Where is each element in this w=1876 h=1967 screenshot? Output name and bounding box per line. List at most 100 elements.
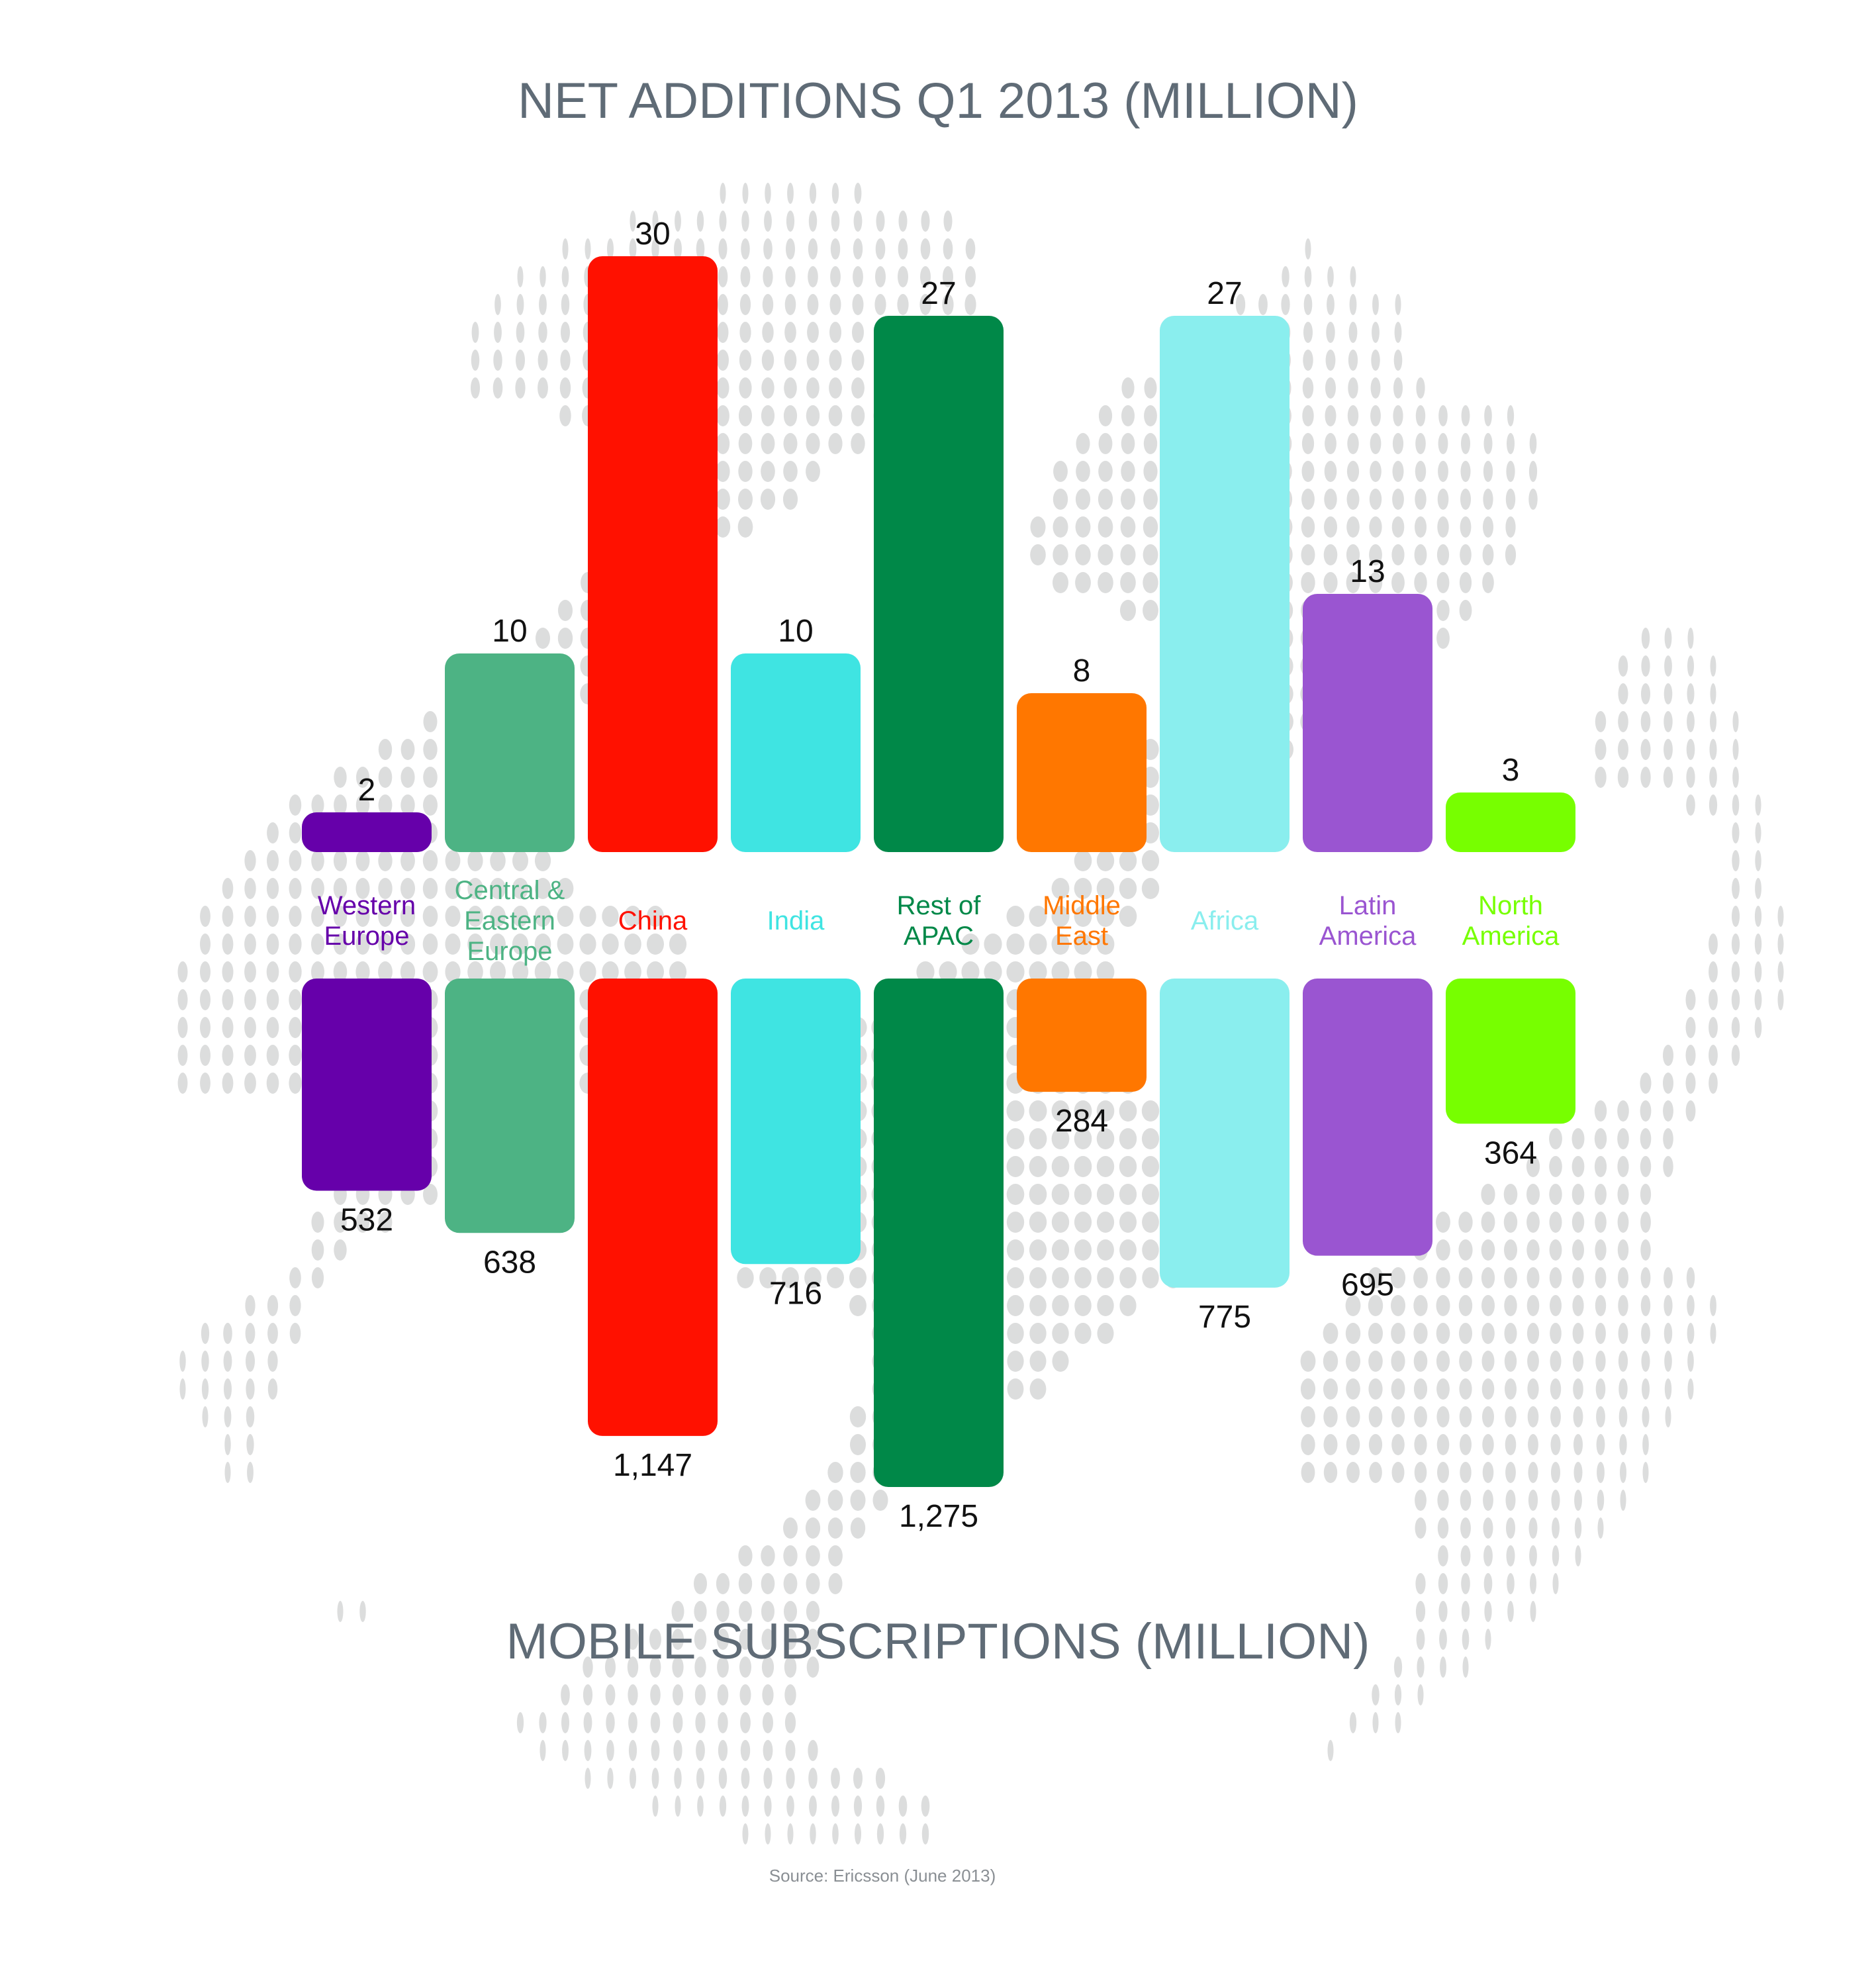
- globe-dot: [739, 1684, 751, 1705]
- globe-dot: [539, 294, 547, 315]
- globe-dot: [1323, 1378, 1338, 1400]
- globe-dot: [355, 934, 370, 955]
- globe-dot: [1074, 1295, 1092, 1316]
- subscriptions-bar: [302, 979, 432, 1191]
- globe-dot: [762, 1684, 774, 1705]
- globe-dot: [1617, 1156, 1629, 1177]
- globe-dot: [1732, 739, 1739, 760]
- globe-dot: [1370, 461, 1382, 482]
- globe-dot: [1325, 405, 1337, 426]
- globe-dot: [1007, 1351, 1024, 1372]
- globe-dot: [1281, 294, 1290, 315]
- globe-dot: [266, 989, 279, 1010]
- globe-dot: [1075, 516, 1091, 538]
- net-additions-bar: [588, 256, 718, 852]
- globe-dot: [1526, 1156, 1540, 1177]
- globe-dot: [422, 961, 438, 983]
- globe-dot: [1303, 294, 1313, 315]
- globe-dot: [1664, 655, 1672, 677]
- globe-dot: [201, 1323, 210, 1344]
- globe-dot: [806, 1545, 820, 1566]
- globe-dot: [334, 794, 347, 816]
- globe-dot: [1462, 1656, 1469, 1678]
- globe-dot: [1051, 961, 1070, 983]
- globe-dot: [1121, 461, 1135, 482]
- globe-dot: [1438, 433, 1448, 454]
- globe-dot: [853, 238, 863, 260]
- globe-dot: [1370, 377, 1381, 399]
- globe-dot: [1571, 1184, 1585, 1205]
- globe-dot: [1074, 934, 1092, 955]
- globe-dot: [200, 934, 211, 955]
- globe-dot: [897, 294, 909, 315]
- globe-dot: [1323, 1406, 1338, 1427]
- globe-dot: [1482, 1434, 1494, 1455]
- globe-dot: [289, 1017, 302, 1038]
- globe-dot: [1051, 1100, 1070, 1122]
- globe-dot: [1664, 739, 1673, 760]
- globe-dot: [224, 1434, 231, 1455]
- globe-dot: [244, 878, 256, 899]
- globe-dot: [1053, 572, 1068, 593]
- globe-dot: [1481, 1295, 1495, 1316]
- globe-dot: [853, 1796, 863, 1817]
- globe-dot: [1549, 1212, 1562, 1233]
- globe-dot: [761, 1573, 775, 1594]
- globe-dot: [943, 238, 953, 260]
- globe-dot: [1709, 1073, 1718, 1094]
- globe-dot: [445, 878, 461, 899]
- globe-dot: [1348, 322, 1358, 343]
- globe-dot: [742, 1823, 749, 1845]
- globe-dot: [1641, 628, 1650, 649]
- globe-dot: [939, 961, 957, 983]
- globe-dot: [1481, 1351, 1495, 1372]
- globe-dot: [490, 906, 506, 927]
- globe-dot: [1732, 711, 1739, 732]
- globe-dot: [1144, 377, 1157, 399]
- globe-dot: [378, 906, 393, 927]
- globe-dot: [557, 934, 574, 955]
- globe-dot: [1301, 1406, 1315, 1427]
- globe-dot: [853, 1768, 863, 1789]
- globe-dot: [741, 211, 749, 232]
- globe-dot: [1549, 1128, 1562, 1149]
- globe-dot: [1121, 489, 1135, 510]
- globe-dot: [1029, 1239, 1047, 1261]
- globe-dot: [1368, 1295, 1384, 1316]
- globe-dot: [1663, 1100, 1673, 1122]
- globe-dot: [1006, 1184, 1025, 1205]
- subscriptions-value-label: 775: [1198, 1300, 1251, 1335]
- globe-dot: [741, 1796, 749, 1817]
- globe-dot: [1777, 989, 1784, 1010]
- globe-dot: [1029, 1156, 1047, 1177]
- globe-dot: [378, 878, 393, 899]
- globe-dot: [1436, 600, 1450, 621]
- globe-dot: [783, 405, 798, 426]
- globe-dot: [921, 1796, 930, 1817]
- globe-dot: [1640, 1073, 1652, 1094]
- globe-dot: [1481, 1323, 1495, 1344]
- globe-dot: [1482, 572, 1494, 593]
- globe-dot: [943, 211, 953, 232]
- globe-dot: [1029, 1351, 1047, 1372]
- globe-dot: [1052, 1351, 1069, 1372]
- globe-dot: [852, 294, 864, 315]
- globe-dot: [222, 989, 234, 1010]
- globe-dot: [512, 934, 529, 955]
- globe-dot: [200, 906, 211, 927]
- globe-dot: [1348, 377, 1358, 399]
- globe-dot: [1528, 1434, 1538, 1455]
- globe-dot: [1074, 961, 1092, 983]
- globe-dot: [1710, 711, 1716, 732]
- globe-dot: [1530, 1573, 1536, 1594]
- globe-dot: [921, 1823, 929, 1845]
- globe-dot: [697, 1796, 704, 1817]
- globe-dot: [806, 1601, 820, 1622]
- globe-dot: [675, 1796, 681, 1817]
- globe-dot: [1572, 1239, 1584, 1261]
- subscriptions-value-labels: 532 638 1,147 716 1,275 284 775 695 364: [340, 1104, 1537, 1534]
- globe-dot: [1391, 516, 1405, 538]
- globe-dot: [1664, 683, 1673, 704]
- globe-dot: [1413, 1323, 1428, 1344]
- globe-dot: [762, 322, 774, 343]
